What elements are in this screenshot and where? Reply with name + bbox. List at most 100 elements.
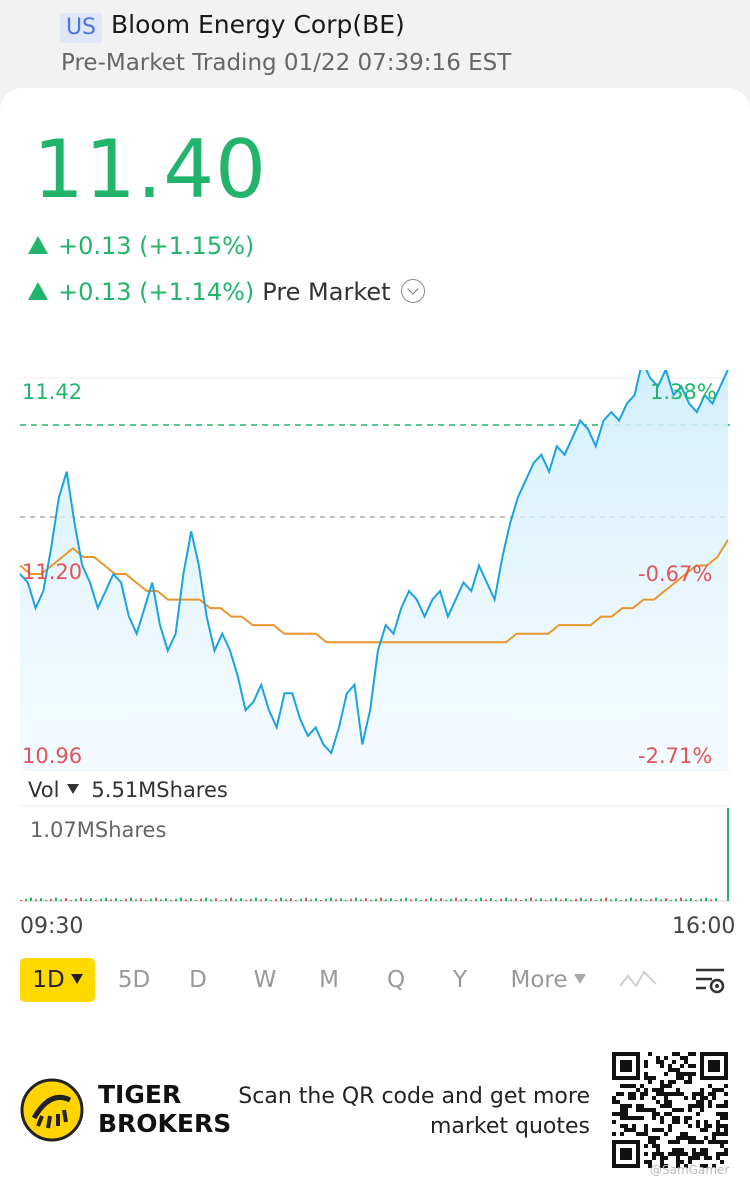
volume-bar bbox=[670, 900, 672, 901]
tab-month[interactable]: M bbox=[319, 967, 339, 993]
volume-bar bbox=[565, 898, 567, 901]
volume-bar bbox=[665, 898, 667, 901]
volume-bar bbox=[120, 900, 122, 901]
volume-bar bbox=[145, 900, 147, 901]
volume-bar bbox=[540, 898, 542, 901]
volume-bar bbox=[340, 898, 342, 901]
volume-bar bbox=[485, 899, 487, 901]
volume-bar bbox=[405, 897, 407, 901]
volume-bar bbox=[415, 898, 417, 901]
volume-bar bbox=[60, 899, 62, 901]
volume-bar bbox=[660, 899, 662, 901]
volume-bar bbox=[585, 899, 587, 901]
company-name[interactable]: Bloom Energy Corp(BE) bbox=[111, 10, 405, 39]
volume-bar bbox=[570, 900, 572, 901]
chevron-down-icon[interactable] bbox=[400, 279, 425, 303]
volume-bar bbox=[260, 899, 262, 901]
volume-bar bbox=[560, 899, 562, 901]
volume-bar bbox=[555, 897, 557, 901]
y-label-mid-pct: -0.67% bbox=[638, 562, 713, 586]
volume-bar bbox=[615, 898, 617, 901]
volume-bar bbox=[325, 898, 327, 901]
volume-bar bbox=[125, 898, 127, 901]
volume-bar bbox=[300, 898, 302, 901]
volume-bar bbox=[435, 899, 437, 901]
tab-week[interactable]: W bbox=[253, 967, 277, 993]
volume-bar bbox=[315, 898, 317, 901]
volume-bar bbox=[420, 900, 422, 901]
volume-bar bbox=[105, 897, 107, 901]
volume-bar bbox=[650, 898, 652, 901]
tab-day[interactable]: D bbox=[189, 967, 207, 993]
volume-bar bbox=[495, 900, 497, 901]
tab-year[interactable]: Y bbox=[452, 967, 468, 993]
volume-bar bbox=[70, 900, 72, 901]
volume-bar bbox=[425, 898, 427, 901]
volume-bar bbox=[95, 900, 97, 901]
volume-bar bbox=[375, 898, 377, 901]
volume-bar bbox=[475, 898, 477, 901]
volume-bar bbox=[310, 899, 312, 901]
volume-bar bbox=[705, 897, 707, 901]
indicator-icon[interactable] bbox=[618, 968, 658, 992]
session-status: Pre-Market Trading 01/22 07:39:16 EST bbox=[61, 50, 512, 76]
volume-bar bbox=[45, 900, 47, 901]
qr-code bbox=[612, 1052, 728, 1168]
brand-name: TIGER BROKERS bbox=[98, 1080, 232, 1138]
tab-5d[interactable]: 5D bbox=[117, 967, 151, 993]
volume-bar-last bbox=[727, 808, 729, 901]
volume-bar bbox=[520, 900, 522, 901]
volume-bar bbox=[200, 898, 202, 901]
volume-bar bbox=[270, 900, 272, 901]
volume-bar bbox=[530, 897, 532, 901]
premarket-change-value: +0.13 (+1.14%) bbox=[58, 278, 255, 306]
volume-bar bbox=[635, 899, 637, 901]
volume-bar bbox=[580, 897, 582, 901]
premarket-change[interactable]: +0.13 (+1.14%) Pre Market bbox=[28, 278, 425, 306]
volume-bar bbox=[100, 898, 102, 901]
volume-bar bbox=[590, 898, 592, 901]
volume-bar bbox=[135, 899, 137, 901]
volume-bar bbox=[55, 897, 57, 901]
volume-bar bbox=[695, 900, 697, 901]
volume-bar bbox=[630, 897, 632, 901]
volume-bar bbox=[225, 898, 227, 901]
exchange-badge: US bbox=[60, 13, 102, 43]
volume-bar bbox=[290, 898, 292, 901]
volume-bar bbox=[285, 899, 287, 901]
volume-bar bbox=[80, 897, 82, 901]
volume-bar bbox=[205, 897, 207, 901]
volume-bar bbox=[680, 897, 682, 901]
volume-bar bbox=[625, 898, 627, 901]
tab-quarter[interactable]: Q bbox=[386, 967, 406, 993]
quote-header: US Bloom Energy Corp(BE) Pre-Market Trad… bbox=[0, 0, 750, 95]
x-label-end: 16:00 bbox=[672, 914, 736, 939]
tab-1d[interactable]: 1D bbox=[20, 958, 95, 1002]
volume-bar bbox=[595, 900, 597, 901]
volume-bar bbox=[85, 899, 87, 901]
volume-bar bbox=[75, 898, 77, 901]
volume-bar bbox=[465, 898, 467, 901]
volume-bar bbox=[430, 897, 432, 901]
volume-bar bbox=[185, 899, 187, 901]
y-label-low-pct: -2.71% bbox=[638, 744, 713, 768]
volume-bar bbox=[255, 897, 257, 901]
volume-bar bbox=[65, 898, 67, 901]
regular-change: +0.13 (+1.15%) bbox=[28, 232, 254, 260]
volume-bar bbox=[390, 898, 392, 901]
tab-more[interactable]: More bbox=[508, 958, 588, 1002]
volume-bar bbox=[675, 898, 677, 901]
volume-bar bbox=[345, 900, 347, 901]
volume-selector[interactable]: Vol 5.51MShares bbox=[28, 778, 228, 802]
volume-bar bbox=[195, 900, 197, 901]
premarket-label: Pre Market bbox=[262, 278, 391, 306]
average-price-line bbox=[19, 539, 729, 644]
volume-bar bbox=[335, 899, 337, 901]
volume-bar bbox=[360, 899, 362, 901]
volume-total: 5.51MShares bbox=[91, 778, 228, 802]
up-arrow-icon bbox=[28, 236, 48, 254]
volume-bar bbox=[410, 899, 412, 901]
chart-settings-icon[interactable] bbox=[692, 964, 728, 996]
volume-bar bbox=[715, 898, 717, 901]
intraday-chart[interactable] bbox=[0, 370, 750, 910]
